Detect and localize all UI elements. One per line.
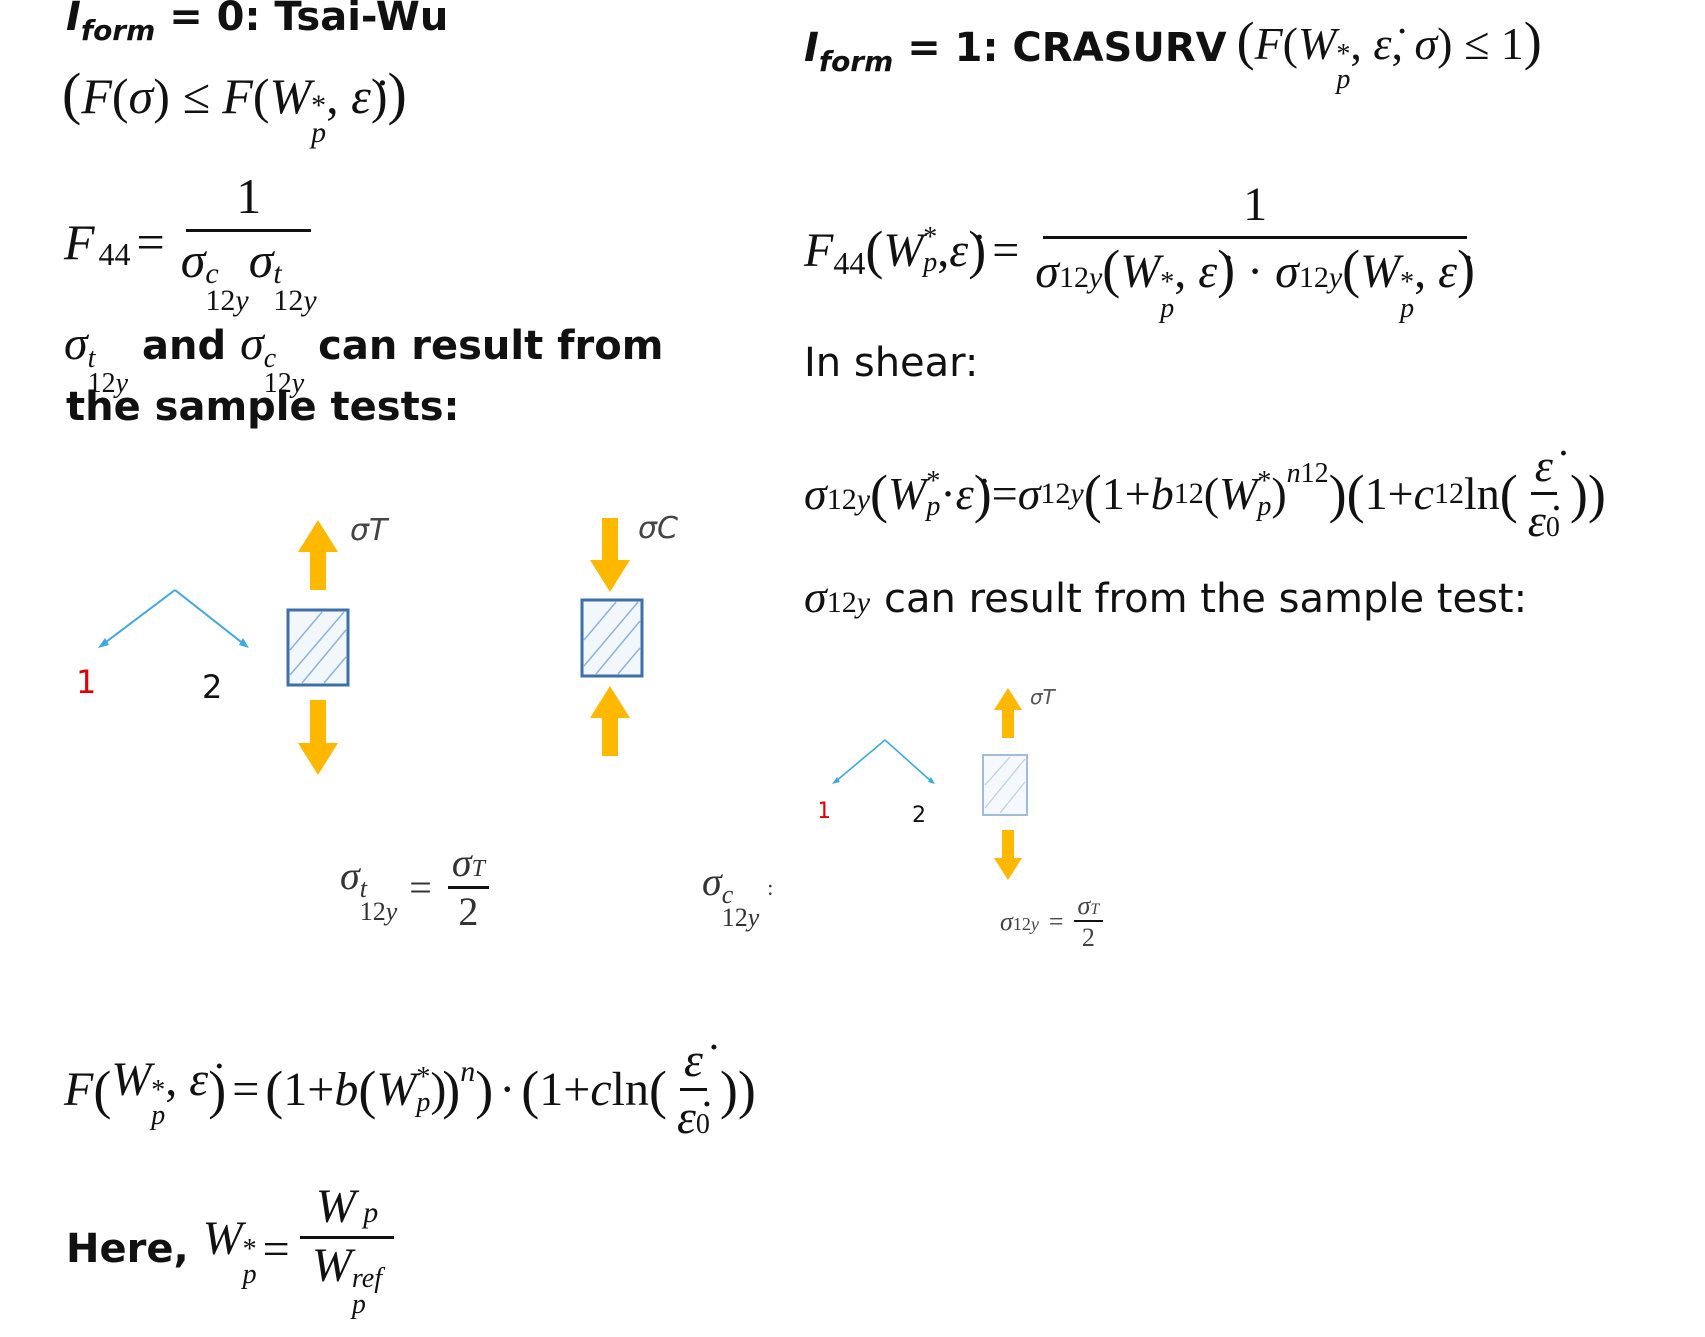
axis-lines bbox=[98, 589, 249, 648]
right-header-var: I bbox=[804, 24, 819, 71]
compression-result-eq: σ c 12y: bbox=[702, 859, 774, 933]
left-header-rest: = 0: Tsai-Wu bbox=[155, 0, 449, 40]
tension-specimen bbox=[286, 608, 350, 687]
here-label: Here, bbox=[66, 1226, 189, 1273]
shear-sigma-T-label: σT bbox=[1030, 685, 1057, 709]
left-diagram: 1 2 σT σC bbox=[76, 511, 678, 775]
right-diagram: 1 2 σT bbox=[820, 685, 1057, 880]
left-header-sub: form bbox=[80, 14, 156, 47]
shear-arrow-up bbox=[994, 688, 1022, 738]
left-sample-text: σ t 12y and σ c 12y can result from bbox=[64, 317, 664, 400]
left-header: Iform = 0: Tsai-Wu bbox=[66, 0, 448, 47]
axis-label-1: 1 bbox=[76, 663, 96, 701]
right-header: Iform = 1: CRASURV (F(W * p, ε̇, σ) ≤ 1) bbox=[804, 11, 1542, 96]
axis-label-2: 2 bbox=[202, 668, 222, 706]
left-condition: (F(σ) ≤ F(W * p, ε̇)) bbox=[62, 61, 407, 149]
right-header-rest: = 1: CRASURV bbox=[893, 24, 1227, 71]
compression-arrow-up bbox=[590, 686, 630, 756]
left-f44-equation: F 44 = 1 σ c 12y σ t 12y bbox=[64, 168, 317, 317]
tension-result-eq: σ t 12y = σT 2 bbox=[340, 842, 493, 933]
sigma-T-label: σT bbox=[350, 513, 390, 548]
left-sample-text-line2: the sample tests: bbox=[66, 384, 460, 430]
left-f-equation: F(W * p, ε̇) = (1+ b(W * p)) n) · (1+ c ln( ε̇… bbox=[64, 1034, 756, 1145]
right-f44-equation: F 44(W * p, ε̇) = 1 σ12y(W * p, ε̇) · σ12y(W *… bbox=[804, 178, 1476, 324]
right-header-sub: form bbox=[818, 44, 894, 78]
tension-arrow-up bbox=[298, 520, 338, 590]
shear-axis-label-1: 1 bbox=[820, 799, 831, 824]
shear-axis-label-2: 2 bbox=[912, 803, 926, 828]
shear-axis-lines bbox=[832, 739, 935, 784]
shear-result-eq: σ12y = σT 2 bbox=[1000, 892, 1104, 952]
in-shear-label: In shear: bbox=[804, 340, 979, 386]
right-sample-label: can result from the sample test: bbox=[884, 576, 1528, 622]
compression-specimen bbox=[580, 598, 644, 678]
right-sample-text: σ12y can result from the sample test: bbox=[804, 571, 1528, 622]
compression-arrow-down bbox=[590, 518, 630, 592]
tension-arrow-down bbox=[298, 700, 338, 775]
and-label: and bbox=[142, 323, 227, 369]
right-sigma-equation: σ12y(W * p · ε̇) = σ 12y(1+ b 12(W * p) n12)(1+ c… bbox=[804, 440, 1606, 547]
left-header-var: I bbox=[66, 0, 81, 40]
sigma-C-label: σC bbox=[638, 511, 678, 546]
can-result-label: can result from bbox=[318, 323, 664, 369]
shear-arrow-down bbox=[994, 830, 1022, 880]
